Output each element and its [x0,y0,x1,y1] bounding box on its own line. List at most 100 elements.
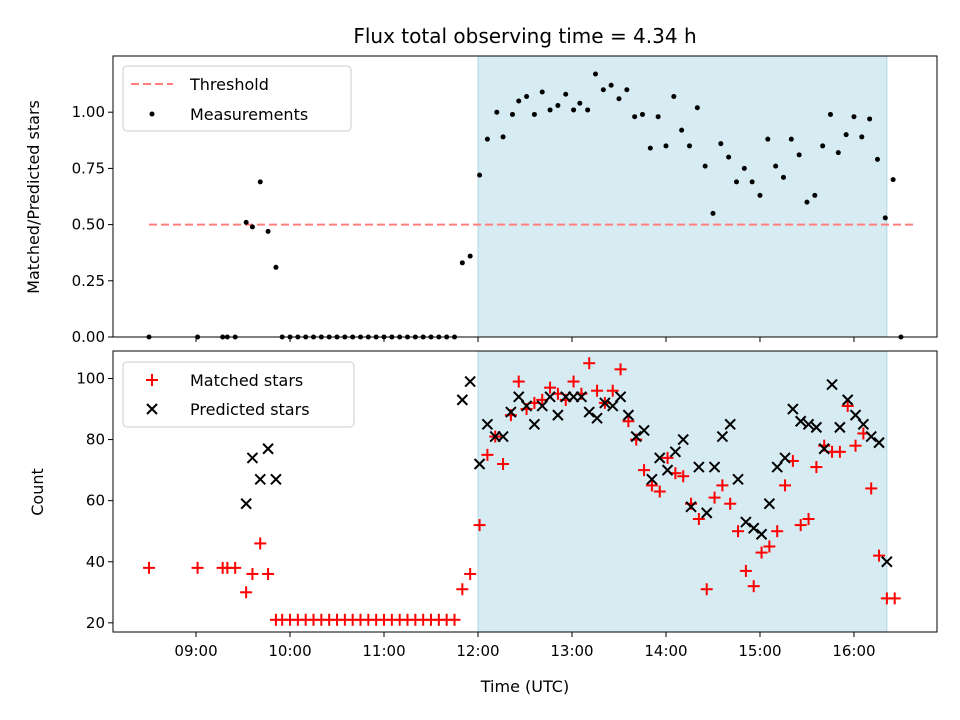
predicted-star-point [262,443,274,455]
top-y-tick-label: 1.00 [72,103,105,121]
top-y-tick-label: 0.00 [72,328,105,346]
matched-star-point [810,461,823,474]
measurement-point [265,228,271,234]
x-tick-label: 11:00 [362,642,405,660]
matched-star-point [755,546,768,559]
matched-star-point [724,497,737,510]
predicted-star-d2 [552,409,564,421]
measurement-point [820,143,826,149]
predicted-star-d2 [544,391,556,403]
measurement-point [311,334,317,340]
measurement-point [452,334,458,340]
measurement-point [585,107,591,113]
predicted-star-point [599,397,611,409]
predicted-star-point [575,391,588,403]
bottom-panel: 20 40 60 80 100 09:00 10:00 11:00 12:00 13:00 14:0… [76,350,938,660]
predicted-star-point [638,424,650,437]
top-y-tick-label: 0.75 [72,159,105,177]
matched-star-point [246,567,259,580]
top-y-tick-label: 0.25 [72,272,105,290]
matched-star-point [583,357,596,370]
measurement-point [195,334,201,340]
predicted-star-d2 [834,421,846,434]
matched-star-point [448,613,461,626]
predicted-star-point [818,443,830,455]
top-legend: Threshold Measurements [122,65,352,132]
predicted-star-point [701,507,713,519]
measurement-point [843,132,849,138]
measurement-point [243,219,249,225]
matched-star-point [638,464,651,477]
predicted-star-d2 [575,391,588,403]
measurement-point [500,134,506,140]
predicted-star-d2 [246,452,259,464]
measurement-point [757,192,763,198]
matched-star-point [716,479,729,492]
predicted-star-d2 [810,421,823,434]
x-tick-label: 13:00 [550,642,593,660]
predicted-star-point [771,461,783,473]
predicted-star-d2 [262,443,274,455]
x-tick-label: 15:00 [738,642,781,660]
x-axis-label: Time (UTC) [480,677,569,696]
measurement-point [539,89,545,95]
matched-star-point [240,586,253,599]
measurement-point [765,136,771,142]
matched-star-point [481,448,494,461]
matched-star-point [794,519,807,532]
predicted-star-d2 [513,391,525,403]
matched-star-point [464,567,477,580]
measurement-point [459,260,465,266]
matched-star-point [841,399,854,412]
predicted-star-point [464,375,476,388]
legend-threshold-label: Threshold [189,75,269,94]
predicted-star-point [708,461,721,473]
legend-predicted-swatch [146,403,158,415]
measurement-point [373,334,379,340]
predicted-star-point [240,498,252,510]
predicted-star-point [732,473,744,485]
measurement-point [608,82,614,88]
matched-star-point [763,540,776,553]
predicted-star-point [669,446,682,458]
measurement-point [773,163,779,169]
predicted-star-point [865,430,877,443]
predicted-star-point [646,473,658,485]
matched-star-point [677,470,690,483]
legend-matched-label: Matched stars [190,371,303,390]
matched-star-point [865,482,878,495]
measurement-point [632,114,638,120]
measurement-point [365,334,371,340]
predicted-star-point [716,430,729,443]
predicted-star-point [787,403,799,415]
measurement-point [671,93,677,99]
x-tick-label: 10:00 [268,642,311,660]
matched-star-point [497,458,510,471]
predicted-star-point [614,391,627,403]
measurement-point [749,179,755,185]
predicted-star-point [740,516,752,528]
matched-star-point [747,580,760,593]
x-tick-label: 09:00 [174,642,217,660]
predicted-star-d2 [270,473,282,485]
predicted-star-point [834,421,846,434]
predicted-star-d2 [669,446,682,458]
measurement-point [555,102,561,108]
predicted-star-point [849,409,862,421]
matched-star-point [700,583,713,596]
predicted-star-point [661,464,674,476]
predicted-star-d2 [795,415,807,427]
bottom-observing-window [477,350,888,633]
predicted-star-d2 [842,394,854,406]
top-y-axis-label: Matched/Predicted stars [24,100,43,294]
matched-star-point [567,375,580,388]
matched-star-point [262,567,275,580]
predicted-star-point [802,418,815,431]
measurement-point [318,334,324,340]
predicted-star-d2 [779,452,791,464]
measurement-point [812,192,818,198]
predicted-star-point [857,418,870,431]
predicted-star-d2 [583,406,595,418]
measurement-point [389,334,395,340]
measurement-point [804,199,810,205]
